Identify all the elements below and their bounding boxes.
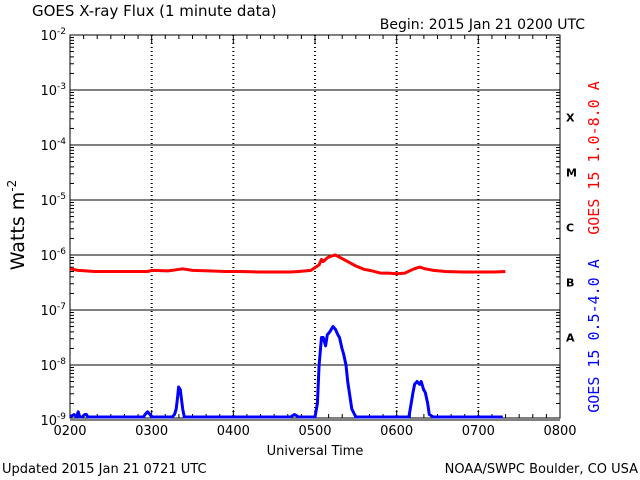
y-tick-label: 10-5 xyxy=(40,192,66,209)
y-tick-base: 10 xyxy=(40,29,57,44)
x-tick-label: 0600 xyxy=(380,424,413,439)
y-tick-exponent: -4 xyxy=(57,137,66,147)
plot-frame xyxy=(69,34,561,419)
y-tick-exponent: -5 xyxy=(57,192,66,202)
y-tick-exponent: -6 xyxy=(57,247,66,257)
x-tick-label: 0300 xyxy=(135,424,168,439)
y-tick-base: 10 xyxy=(40,359,57,374)
flare-class-label: X xyxy=(566,112,575,125)
y-tick-exponent: -2 xyxy=(57,27,66,37)
y-tick-base: 10 xyxy=(40,249,57,264)
series-line-short xyxy=(69,325,503,419)
x-tick-label: 0700 xyxy=(462,424,495,439)
y-tick-base: 10 xyxy=(40,194,57,209)
y-tick-label: 10-9 xyxy=(40,412,66,429)
y-tick-label: 10-4 xyxy=(40,137,66,154)
flare-class-label: A xyxy=(566,332,575,345)
footer-source: NOAA/SWPC Boulder, CO USA xyxy=(445,462,638,477)
y-axis-label-exponent: -2 xyxy=(5,180,19,192)
y-tick-exponent: -3 xyxy=(57,82,66,92)
y-axis-label-main: Watts m xyxy=(7,192,29,271)
begin-label: Begin: 2015 Jan 21 0200 UTC xyxy=(380,17,585,33)
flare-class-label: C xyxy=(566,222,574,235)
legend-series-short: GOES 15 0.5-4.0 A xyxy=(585,259,603,413)
y-tick-label: 10-2 xyxy=(40,27,66,44)
y-tick-exponent: -8 xyxy=(57,357,66,367)
legend-series-long: GOES 15 1.0-8.0 A xyxy=(585,81,603,235)
y-tick-exponent: -7 xyxy=(57,302,66,312)
y-tick-label: 10-7 xyxy=(40,302,66,319)
x-tick-label: 0500 xyxy=(298,424,331,439)
y-tick-exponent: -9 xyxy=(57,412,66,422)
y-tick-label: 10-6 xyxy=(40,247,66,264)
y-tick-base: 10 xyxy=(40,84,57,99)
footer-updated: Updated 2015 Jan 21 0721 UTC xyxy=(2,462,207,477)
y-axis-label: Watts m-2 xyxy=(5,180,29,271)
flare-class-label: B xyxy=(566,277,574,290)
x-axis-label: Universal Time xyxy=(267,444,364,459)
chart-title: GOES X-ray Flux (1 minute data) xyxy=(32,2,277,20)
x-tick-label: 0400 xyxy=(217,424,250,439)
x-tick-label: 0800 xyxy=(543,424,576,439)
series-line-long xyxy=(69,253,506,276)
y-tick-label: 10-3 xyxy=(40,82,66,99)
y-tick-base: 10 xyxy=(40,414,57,429)
y-tick-label: 10-8 xyxy=(40,357,66,374)
y-tick-base: 10 xyxy=(40,139,57,154)
y-tick-base: 10 xyxy=(40,304,57,319)
flare-class-label: M xyxy=(566,167,577,180)
x-tick-label: 0200 xyxy=(53,424,86,439)
